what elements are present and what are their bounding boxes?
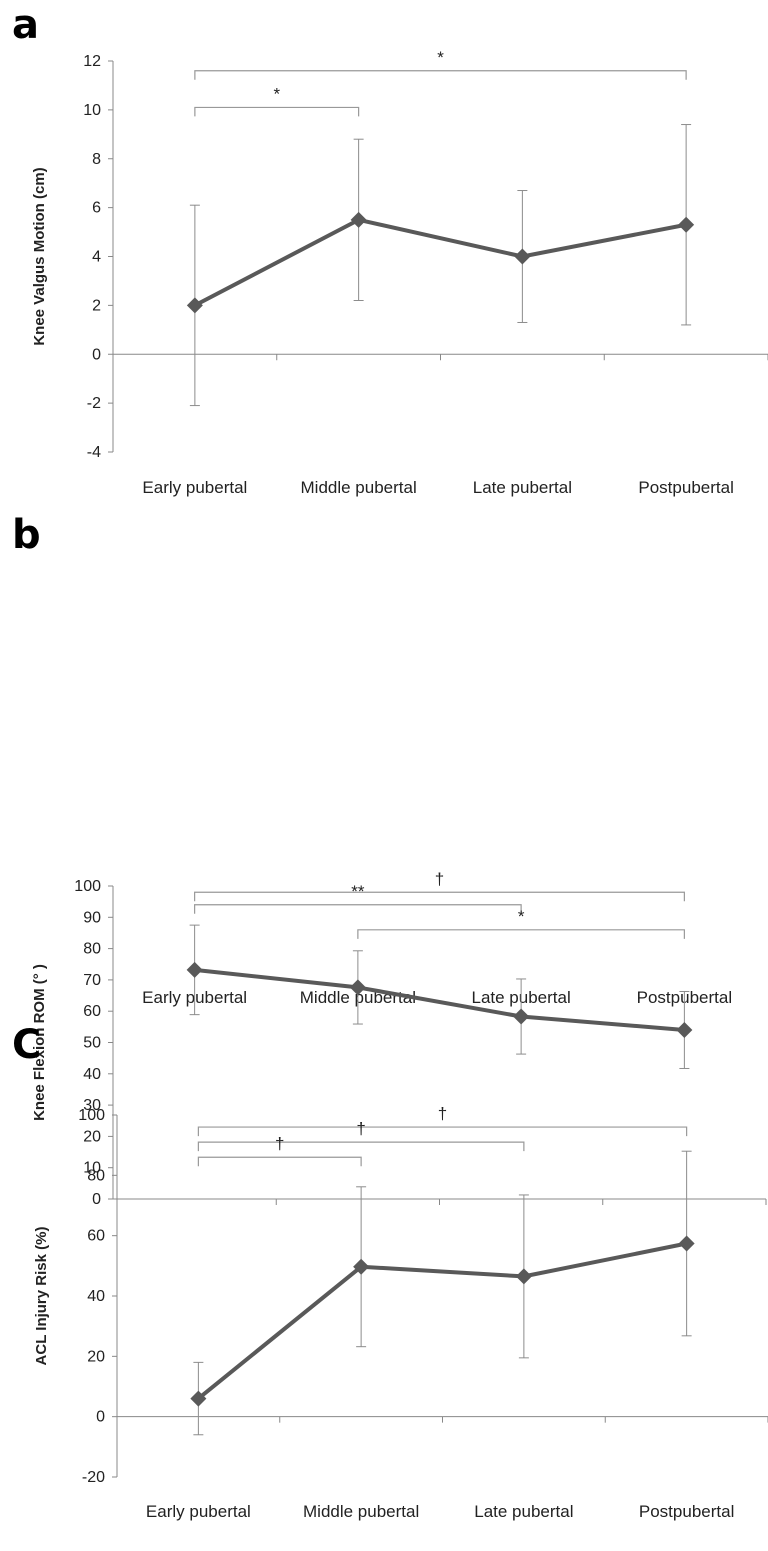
y-tick-label: 2 (92, 297, 101, 314)
y-tick-label: 6 (92, 200, 101, 217)
significance-label: † (438, 1104, 447, 1123)
panel-letter: a (12, 2, 39, 48)
data-point-marker (350, 211, 367, 228)
y-tick-label: 80 (83, 941, 101, 958)
panel-letter: C (12, 1022, 42, 1068)
data-point-marker (514, 248, 531, 265)
y-tick-label: 4 (92, 249, 101, 266)
significance-bracket (357, 929, 685, 939)
x-category-label: Middle pubertal (301, 478, 417, 497)
y-tick-label: 50 (83, 1035, 101, 1052)
panel-letter: b (12, 512, 41, 558)
y-tick-label: 60 (87, 1228, 105, 1245)
significance-bracket (194, 70, 687, 80)
data-point-marker (186, 961, 203, 978)
y-tick-label: 0 (96, 1409, 105, 1426)
y-tick-label: -20 (82, 1469, 105, 1486)
significance-bracket (197, 1126, 688, 1137)
y-tick-label: 12 (83, 53, 101, 70)
significance-label: ** (351, 882, 365, 901)
series-line (193, 217, 687, 308)
significance-label: * (273, 84, 280, 103)
knee-valgus-chart: -4 -2 0 2 4 6 8 10 12 Early pubertal Middle pubert… (31, 48, 768, 497)
significance-label: * (518, 907, 525, 926)
significance-bracket (197, 1141, 525, 1152)
x-category-label: Postpubertal (639, 1502, 734, 1521)
y-axis-title: Knee Valgus Motion (cm) (31, 167, 48, 345)
data-point-marker (513, 1008, 530, 1025)
y-tick-label: -4 (87, 444, 101, 461)
x-category-label: Late pubertal (473, 478, 572, 497)
y-axis-title: Knee Flexion ROM (° ) (31, 964, 48, 1121)
significance-label: † (435, 869, 444, 888)
y-tick-label: 30 (83, 1097, 101, 1114)
significance-label: † (356, 1119, 365, 1138)
significance-bracket (197, 1156, 362, 1167)
data-point-marker (678, 1235, 695, 1252)
y-tick-label: 100 (78, 1107, 105, 1124)
panel-a: a -4 -2 0 2 4 6 8 10 12 Early pubertal Middle pube… (0, 0, 768, 500)
y-tick-label: 20 (87, 1348, 105, 1365)
significance-bracket (194, 891, 685, 902)
y-tick-label: 0 (92, 346, 101, 363)
significance-label: † (275, 1134, 284, 1153)
y-tick-label: 70 (83, 972, 101, 989)
significance-label: * (437, 48, 444, 67)
data-point-marker (353, 1258, 370, 1275)
x-category-label: Early pubertal (142, 478, 247, 497)
significance-bracket (194, 106, 360, 117)
y-tick-label: 0 (92, 1191, 101, 1208)
y-tick-label: 10 (83, 1160, 101, 1177)
y-tick-label: 10 (83, 102, 101, 119)
y-tick-label: 60 (83, 1003, 101, 1020)
data-point-marker (678, 216, 695, 233)
y-tick-label: 8 (92, 151, 101, 168)
x-category-label: Early pubertal (146, 1502, 251, 1521)
data-point-marker (190, 1390, 207, 1407)
x-category-label: Middle pubertal (303, 1502, 419, 1521)
x-category-label: Late pubertal (474, 1502, 573, 1521)
data-point-marker (676, 1021, 693, 1038)
y-tick-label: 90 (83, 909, 101, 926)
data-point-marker (515, 1268, 532, 1285)
y-tick-label: 100 (74, 878, 101, 895)
y-tick-label: 40 (83, 1066, 101, 1083)
panel-c: C -20 0 20 40 60 80 100 Early pubertal Middle pu… (0, 1020, 768, 1551)
x-category-label: Postpubertal (638, 478, 733, 497)
significance-bracket (194, 904, 522, 914)
data-point-marker (186, 297, 203, 314)
series-line (197, 1241, 688, 1401)
panel-b: b 0 10 20 30 40 50 60 70 80 90 100 Early pubertal Mi… (0, 510, 768, 1208)
y-tick-label: -2 (87, 395, 101, 412)
data-point-marker (349, 979, 366, 996)
y-tick-label: 40 (87, 1288, 105, 1305)
series-line (194, 967, 685, 1032)
y-tick-label: 20 (83, 1128, 101, 1145)
y-axis-title: ACL Injury Risk (%) (33, 1227, 50, 1366)
y-tick-label: 80 (87, 1167, 105, 1184)
